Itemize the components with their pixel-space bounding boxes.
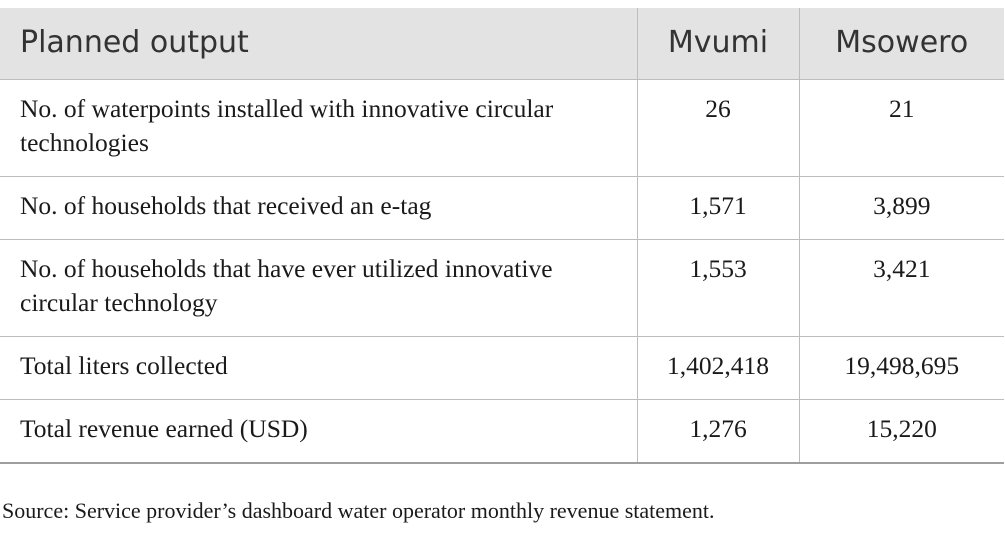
row-label: No. of households that received an e-tag — [0, 176, 638, 240]
row-label: No. of households that have ever utilize… — [0, 239, 638, 337]
mvumi-value: 1,553 — [636, 239, 800, 337]
mvumi-value: 1,571 — [636, 176, 800, 240]
table-row: Total revenue earned (USD) 1,276 15,220 — [0, 399, 1004, 464]
msowero-value: 3,899 — [798, 176, 1004, 240]
table-row: No. of households that have ever utilize… — [0, 239, 1004, 337]
msowero-value: 3,421 — [798, 239, 1004, 337]
header-planned-output: Planned output — [0, 8, 638, 80]
header-msowero: Msowero — [798, 8, 1004, 80]
row-label: Total revenue earned (USD) — [0, 399, 638, 464]
mvumi-value: 26 — [636, 79, 800, 177]
header-mvumi: Mvumi — [636, 8, 800, 80]
row-label: Total liters collected — [0, 336, 638, 400]
output-table: Planned output Mvumi Msowero No. of wate… — [0, 8, 1004, 464]
table-row: Total liters collected 1,402,418 19,498,… — [0, 336, 1004, 400]
msowero-value: 21 — [798, 79, 1004, 177]
table-row: No. of households that received an e-tag… — [0, 176, 1004, 240]
mvumi-value: 1,402,418 — [636, 336, 800, 400]
mvumi-value: 1,276 — [636, 399, 800, 464]
table-row: No. of waterpoints installed with innova… — [0, 79, 1004, 177]
header-row: Planned output Mvumi Msowero — [0, 8, 1004, 80]
msowero-value: 15,220 — [798, 399, 1004, 464]
source-note: Source: Service provider’s dashboard wat… — [2, 498, 715, 523]
row-label: No. of waterpoints installed with innova… — [0, 79, 638, 177]
msowero-value: 19,498,695 — [798, 336, 1004, 400]
